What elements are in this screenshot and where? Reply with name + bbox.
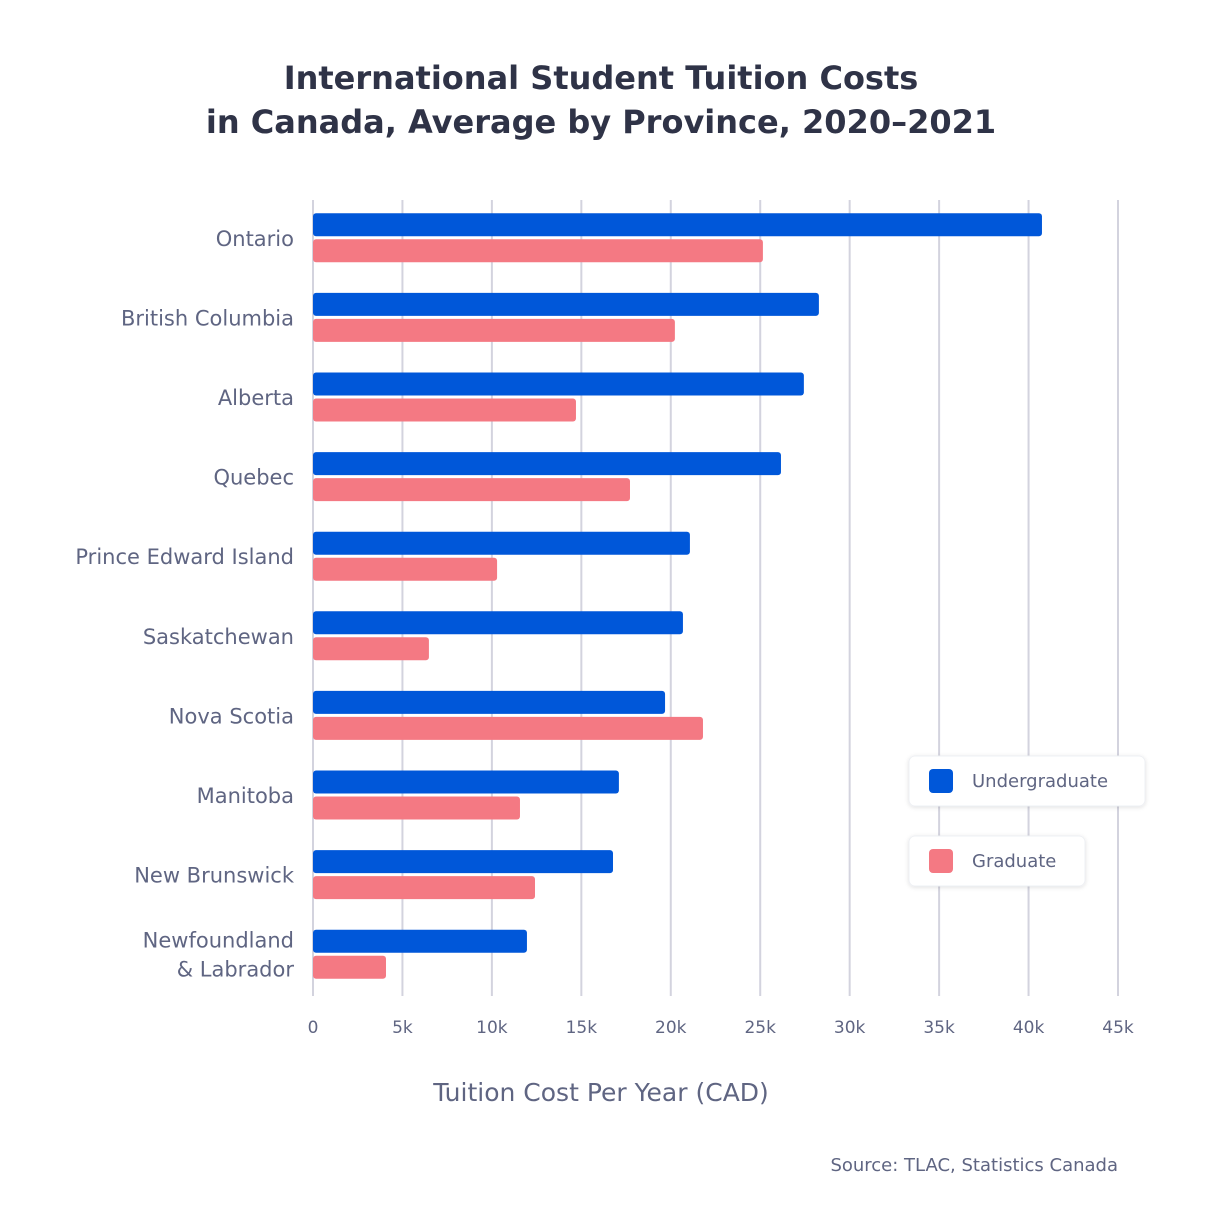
- y-tick-label: Alberta: [218, 386, 294, 410]
- chart-title: International Student Tuition Costs: [284, 59, 919, 97]
- y-tick-label: Ontario: [216, 227, 294, 251]
- bar: [313, 876, 536, 900]
- bar: [313, 372, 804, 396]
- legend-swatch: [929, 849, 953, 873]
- chart-title: in Canada, Average by Province, 2020–202…: [206, 103, 996, 141]
- y-tick-label: Prince Edward Island: [75, 545, 294, 569]
- legend-box: [908, 835, 1086, 887]
- x-tick-label: 45k: [1102, 1018, 1134, 1038]
- y-tick-label: Nova Scotia: [169, 704, 294, 728]
- bar: [313, 292, 819, 316]
- bar: [313, 318, 675, 342]
- bar: [313, 850, 613, 874]
- y-tick-label: Newfoundland & Labrador: [143, 929, 295, 982]
- bar: [313, 478, 630, 502]
- bar: [313, 637, 429, 661]
- x-tick-label: 10k: [476, 1018, 508, 1038]
- x-tick-label: 20k: [655, 1018, 687, 1038]
- x-tick-label: 40k: [1013, 1018, 1045, 1038]
- x-tick-label: 0: [308, 1018, 319, 1038]
- bar: [313, 716, 703, 740]
- legend-box: [908, 755, 1146, 807]
- y-tick-label: New Brunswick: [134, 864, 295, 888]
- source: Source: TLAC, Statistics Canada: [830, 1155, 1118, 1176]
- bar: [313, 690, 666, 714]
- y-tick-label: Quebec: [213, 466, 294, 490]
- legend-label: Graduate: [972, 851, 1056, 872]
- x-tick-label: 25k: [744, 1018, 776, 1038]
- legend-label: Undergraduate: [972, 771, 1108, 792]
- bar: [313, 796, 520, 820]
- x-axis-label: Tuition Cost Per Year (CAD): [432, 1078, 769, 1107]
- bar: [313, 770, 619, 794]
- bar: [313, 452, 781, 476]
- bar: [313, 213, 1042, 237]
- bar: [313, 611, 683, 635]
- y-tick-label: Manitoba: [197, 784, 294, 808]
- bar: [313, 239, 763, 263]
- bar: [313, 955, 386, 979]
- x-tick-label: 5k: [392, 1018, 413, 1038]
- y-tick-label: British Columbia: [121, 306, 294, 330]
- x-tick-label: 15k: [566, 1018, 598, 1038]
- bar: [313, 398, 576, 422]
- x-tick-label: 35k: [923, 1018, 955, 1038]
- bar: [313, 929, 527, 953]
- legend-swatch: [929, 769, 953, 793]
- bar: [313, 531, 690, 555]
- y-tick-label: Saskatchewan: [143, 625, 294, 649]
- bar: [313, 557, 498, 581]
- x-tick-label: 30k: [834, 1018, 866, 1038]
